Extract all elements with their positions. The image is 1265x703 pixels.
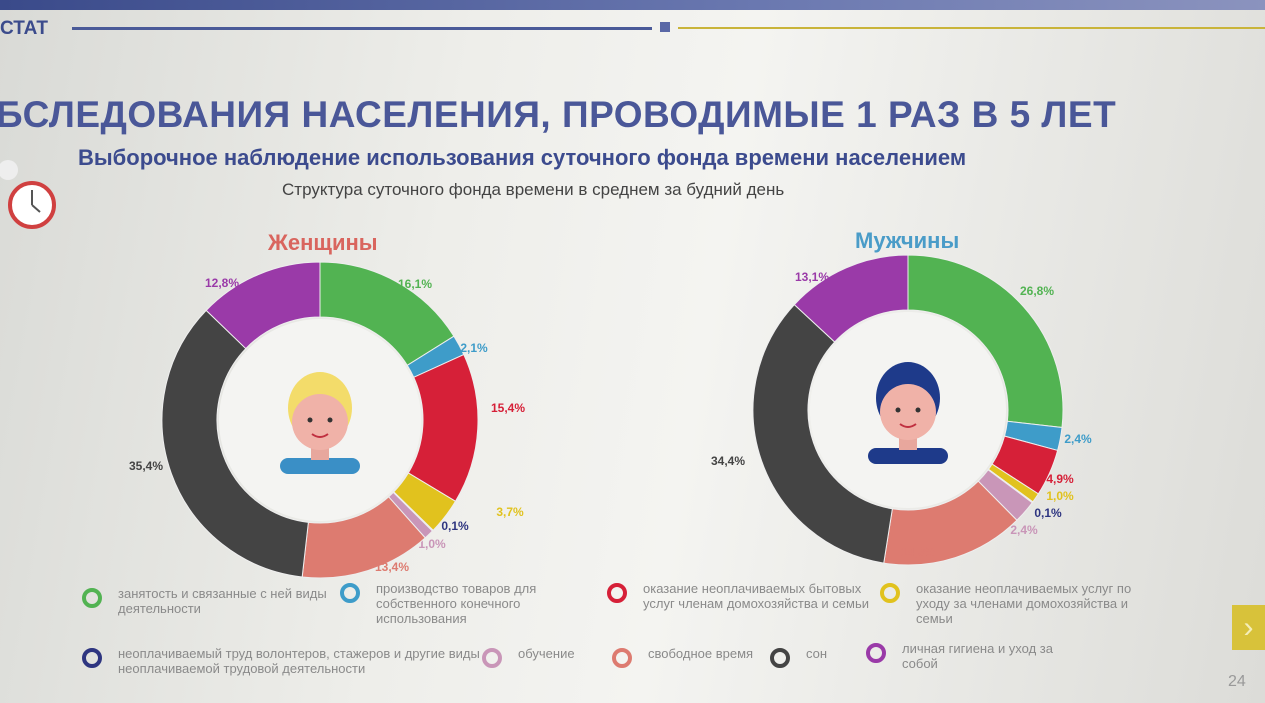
data-label: 15,4% (491, 401, 525, 415)
data-label: 13,4% (375, 560, 409, 574)
donut-slice (793, 254, 909, 343)
brand-logo-text: СТАТ (0, 18, 49, 39)
man-face-icon (868, 362, 948, 464)
data-label: 2,1% (460, 341, 488, 355)
data-label: 3,7% (496, 505, 524, 519)
men-donut: 26,8% 2,4% 4,9% 1,0% 0,1% 2,4% 14,9% 34,4% 13,1% (711, 254, 1092, 566)
legend-label: производство товаров для собственного ко… (376, 581, 537, 626)
legend-marker (607, 583, 627, 603)
legend-label: оказание неоплачиваемых бытовых услуг чл… (643, 581, 870, 611)
divider (72, 27, 652, 30)
data-label: 35,4% (129, 459, 163, 473)
data-label: 0,1% (441, 519, 469, 533)
data-label: 13,1% (795, 270, 829, 284)
legend-marker (612, 648, 632, 668)
next-slide-button[interactable]: › (1232, 605, 1265, 650)
women-donut: 16,1% 2,1% 15,4% 3,7% 0,1% 1,0% 13,4% 35,4% 12,8… (129, 261, 525, 579)
data-label: 2,4% (1010, 523, 1038, 537)
legend-label: сон (806, 646, 828, 661)
top-bar (0, 0, 1265, 10)
woman-face-icon (280, 372, 360, 474)
page-title: БСЛЕДОВАНИЯ НАСЕЛЕНИЯ, ПРОВОДИМЫЕ 1 РАЗ … (0, 94, 1117, 135)
data-label: 34,4% (711, 454, 745, 468)
legend-label: обучение (518, 646, 575, 661)
data-label: 4,9% (1046, 472, 1074, 486)
legend-marker (82, 588, 102, 608)
men-chart-title: Мужчины (855, 228, 960, 253)
alarm-clock-icon (0, 160, 56, 229)
legend-marker (880, 583, 900, 603)
data-label: 14,9% (901, 545, 935, 559)
legend-label: личная гигиена и уход за собой (902, 641, 1053, 671)
donut-slice (205, 261, 321, 350)
data-label: 1,0% (418, 537, 446, 551)
women-chart-title: Женщины (268, 230, 378, 255)
divider-accent (678, 27, 1265, 29)
page-subtitle: Выборочное наблюдение использования суто… (78, 145, 967, 170)
legend-label: свободное время (648, 646, 754, 661)
data-label: 0,1% (1034, 506, 1062, 520)
data-label: 12,8% (205, 276, 239, 290)
legend-label: занятость и связанные с ней виды деятель… (118, 586, 327, 616)
divider-marker (660, 22, 670, 32)
legend-marker (82, 648, 102, 668)
legend-label: неоплачиваемый труд волонтеров, стажеров… (118, 646, 480, 676)
donut-slice (907, 254, 1064, 429)
donut-slice (161, 309, 309, 578)
legend-marker (770, 648, 790, 668)
chevron-right-icon: › (1243, 611, 1254, 644)
data-label: 16,1% (398, 277, 432, 291)
legend-marker (340, 583, 360, 603)
data-label: 2,4% (1064, 432, 1092, 446)
legend-marker (482, 648, 502, 668)
data-label: 26,8% (1020, 284, 1054, 298)
legend-label: оказание неоплачиваемых услуг по уходу з… (916, 581, 1132, 626)
legend-marker (866, 643, 886, 663)
chart-heading: Структура суточного фонда времени в сред… (282, 180, 785, 199)
donut-slice (752, 303, 893, 564)
page-number: 24 (1228, 673, 1246, 690)
data-label: 1,0% (1046, 489, 1074, 503)
